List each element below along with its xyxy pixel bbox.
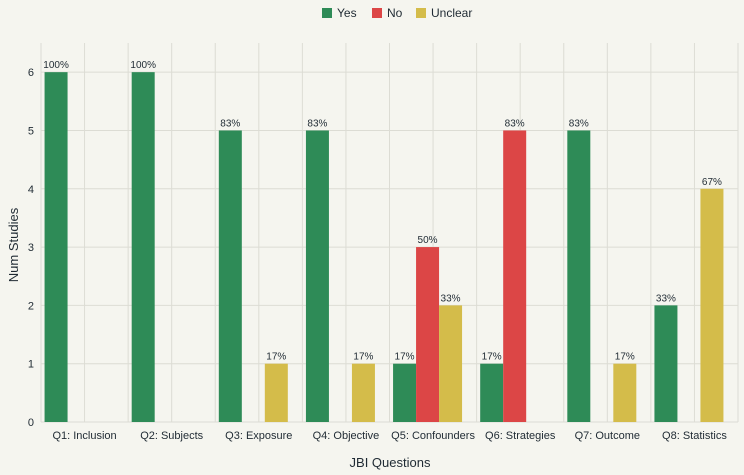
y-tick-label-1: 1 <box>28 359 34 371</box>
y-tick-label-2: 2 <box>28 300 34 312</box>
data-label-unclear-q3-exposure: 17% <box>266 352 286 363</box>
x-tick-label-q6-strategies: Q6: Strategies <box>485 430 556 442</box>
y-axis-title: Num Studies <box>6 207 21 282</box>
legend-label-yes: Yes <box>337 6 357 20</box>
x-tick-label-q5-confounders: Q5: Confounders <box>391 430 475 442</box>
data-label-yes-q2-subjects: 100% <box>130 60 156 71</box>
y-tick-label-6: 6 <box>28 67 34 79</box>
legend-swatch-yes <box>322 8 332 18</box>
data-label-unclear-q4-objective: 17% <box>353 352 373 363</box>
legend: Yes No Unclear <box>322 6 472 20</box>
bar-yes-q4-objective <box>305 130 329 422</box>
bar-yes-q1-inclusion <box>44 72 68 423</box>
data-label-unclear-q8-statistics: 67% <box>702 177 722 188</box>
data-label-unclear-q5-confounders: 33% <box>441 293 461 304</box>
axes: 0 1 2 3 4 5 6 Q1: Inclusion Q2: Subjects Q3: Expo… <box>28 67 727 442</box>
data-label-yes-q3-exposure: 83% <box>220 118 240 129</box>
x-axis-title: JBI Questions <box>350 455 431 470</box>
data-label-yes-q6-strategies: 17% <box>482 352 502 363</box>
data-label-yes-q1-inclusion: 100% <box>43 60 69 71</box>
x-tick-label-q4-objective: Q4: Objective <box>313 430 380 442</box>
y-tick-label-4: 4 <box>28 184 34 196</box>
legend-label-no: No <box>387 6 403 20</box>
x-tick-label-q2-subjects: Q2: Subjects <box>140 430 203 442</box>
bar-yes-q3-exposure <box>218 130 242 422</box>
bar-yes-q2-subjects <box>131 72 155 423</box>
data-labels: 100% 100% 83% 17% 83% 17% 17% 50% 33% 17% 83% 83% 17… <box>43 60 722 363</box>
bar-yes-q7-outcome <box>567 130 591 422</box>
legend-swatch-no <box>372 8 382 18</box>
y-tick-label-3: 3 <box>28 242 34 254</box>
bar-unclear-q8-statistics <box>700 188 724 422</box>
data-label-yes-q7-outcome: 83% <box>569 118 589 129</box>
x-tick-label-q3-exposure: Q3: Exposure <box>225 430 292 442</box>
bar-unclear-q3-exposure <box>264 363 288 422</box>
x-tick-label-q8-statistics: Q8: Statistics <box>662 430 727 442</box>
bar-unclear-q5-confounders <box>439 305 463 422</box>
bar-yes-q5-confounders <box>393 363 417 422</box>
bar-no-q6-strategies <box>503 130 527 422</box>
data-label-no-q5-confounders: 50% <box>418 235 438 246</box>
y-tick-label-5: 5 <box>28 125 34 137</box>
data-label-no-q6-strategies: 83% <box>505 118 525 129</box>
data-label-yes-q4-objective: 83% <box>307 118 327 129</box>
x-tick-label-q7-outcome: Q7: Outcome <box>575 430 640 442</box>
legend-label-unclear: Unclear <box>431 6 472 20</box>
data-label-yes-q8-statistics: 33% <box>656 293 676 304</box>
legend-swatch-unclear <box>416 8 426 18</box>
data-label-unclear-q7-outcome: 17% <box>615 352 635 363</box>
bar-yes-q8-statistics <box>654 305 678 422</box>
bar-unclear-q7-outcome <box>613 363 637 422</box>
bar-yes-q6-strategies <box>480 363 504 422</box>
x-tick-label-q1-inclusion: Q1: Inclusion <box>52 430 116 442</box>
bars <box>44 72 724 423</box>
data-label-yes-q5-confounders: 17% <box>395 352 415 363</box>
bar-unclear-q4-objective <box>351 363 375 422</box>
bar-no-q5-confounders <box>416 247 440 422</box>
y-tick-label-0: 0 <box>28 417 34 429</box>
